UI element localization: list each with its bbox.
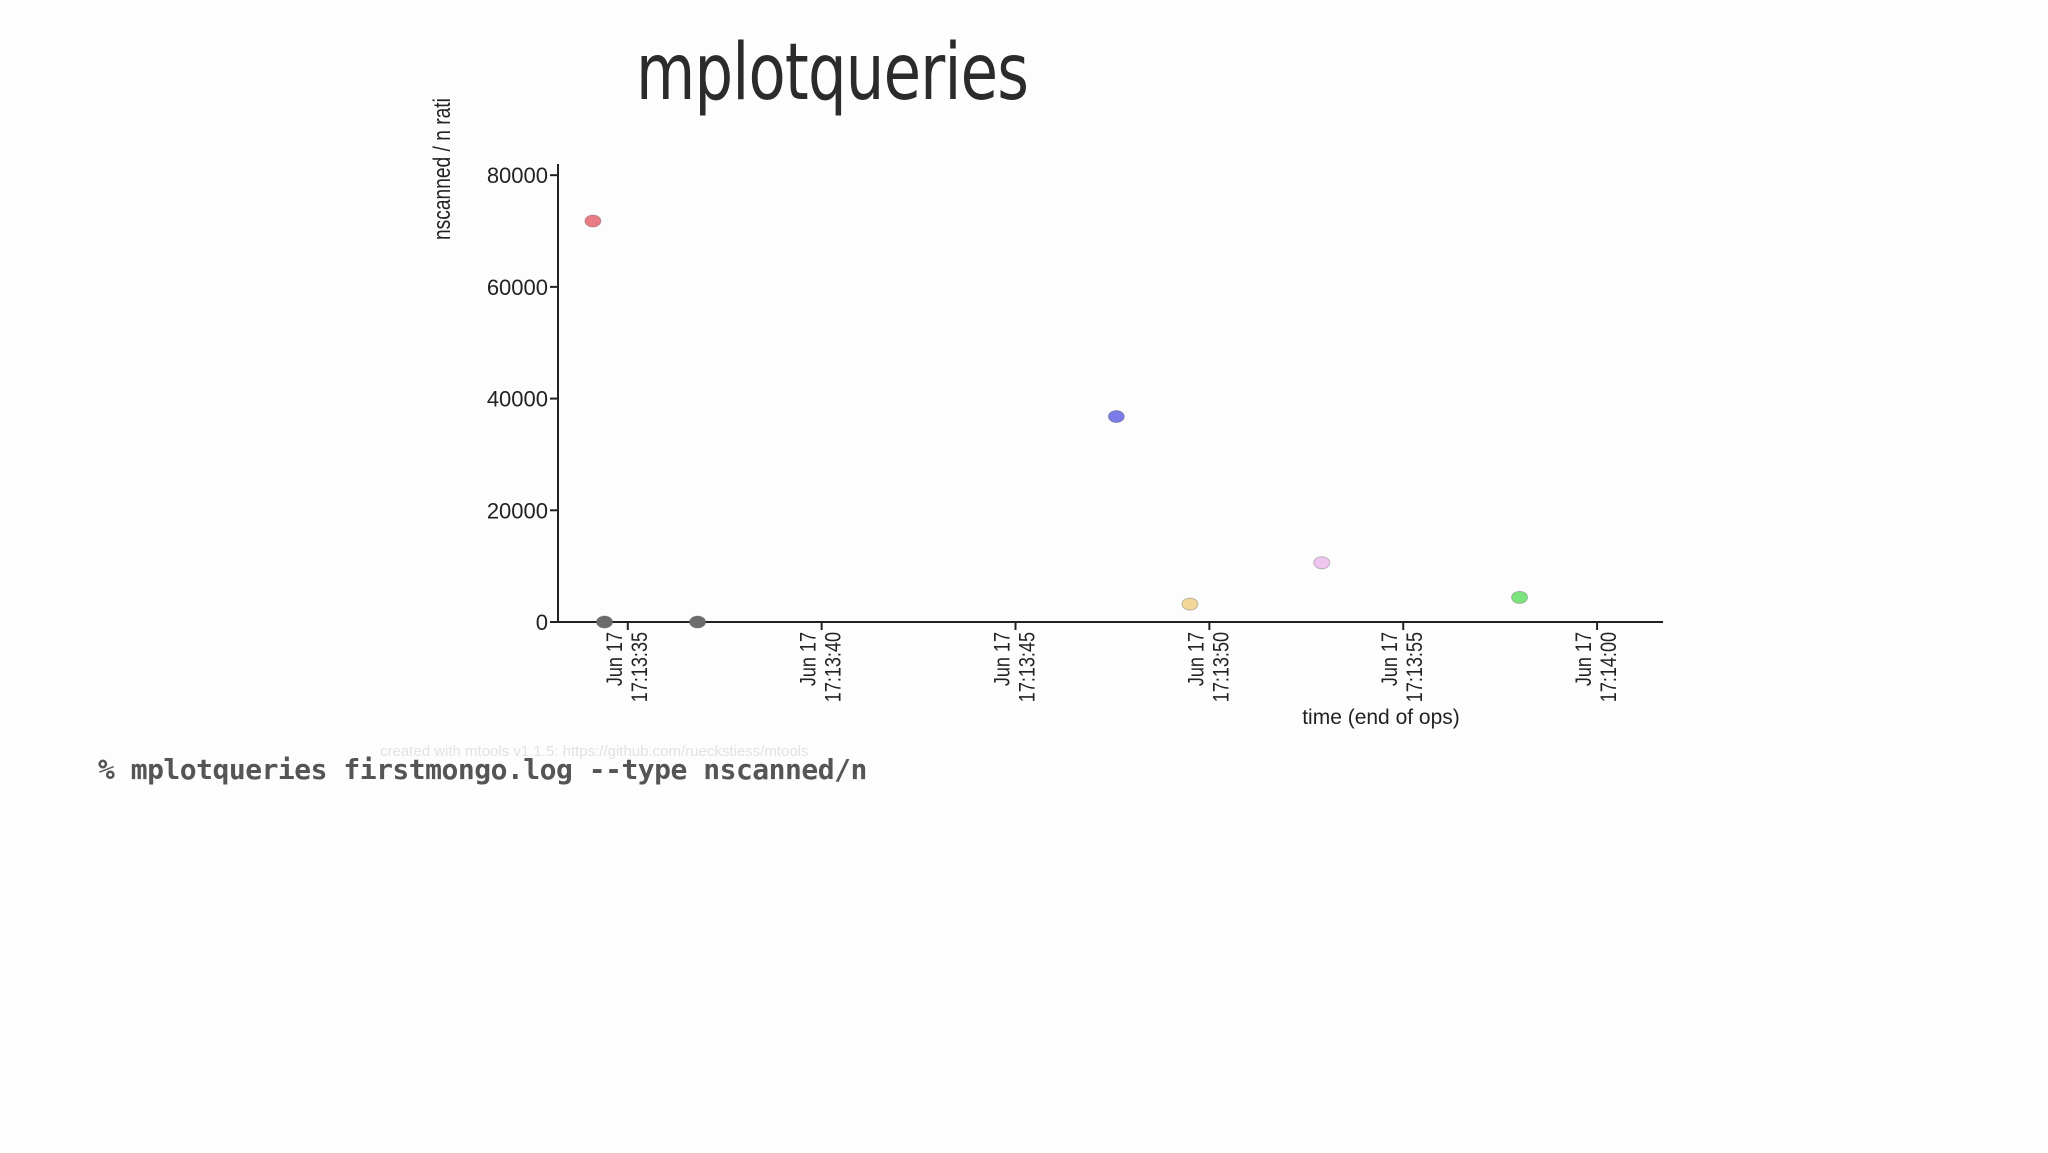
data-point — [596, 615, 614, 629]
data-point — [1107, 409, 1125, 423]
x-tick-label-date: Jun 17 — [603, 632, 627, 686]
x-tick-label-time: 17:13:55 — [1404, 632, 1428, 702]
data-point — [1313, 556, 1331, 570]
x-tick-label: Jun 17 17:13:50 — [1185, 632, 1234, 702]
data-point — [689, 615, 707, 629]
x-axis-label: time (end of ops) — [1302, 706, 1460, 729]
y-tick-label: 60000 — [487, 275, 548, 300]
command-line: % mplotqueries firstmongo.log --type nsc… — [98, 753, 867, 786]
data-point — [584, 214, 602, 228]
scatter-chart: nscanned / n rati time (end of ops) 0 200… — [428, 98, 1663, 729]
chart-points — [584, 214, 1529, 629]
data-point — [1181, 597, 1199, 611]
x-tick-label: Jun 17 17:13:45 — [991, 632, 1040, 702]
x-tick-label-time: 17:13:35 — [628, 632, 652, 702]
watermark-text: created with mtools v1.1.5: https://gith… — [380, 743, 809, 760]
chart-axes: nscanned / n rati time (end of ops) — [428, 98, 1663, 729]
x-tick-label-time: 17:13:45 — [1016, 632, 1040, 702]
x-tick-label: Jun 17 17:13:35 — [603, 632, 652, 702]
x-tick-label: Jun 17 17:13:40 — [797, 632, 846, 702]
y-tick-label: 40000 — [487, 387, 548, 412]
y-axis-label: nscanned / n rati — [428, 98, 456, 240]
y-tick-label: 80000 — [487, 163, 548, 188]
slide-title: mplotqueries — [636, 28, 1029, 118]
x-tick-label: Jun 17 17:14:00 — [1572, 632, 1621, 702]
y-tick-label: 0 — [536, 610, 548, 635]
data-point — [1511, 590, 1529, 604]
x-tick-label-time: 17:13:40 — [822, 632, 846, 702]
y-tick-label: 20000 — [487, 498, 548, 523]
x-tick-label-date: Jun 17 — [1572, 632, 1596, 686]
x-tick-label-date: Jun 17 — [797, 632, 821, 686]
x-tick-label-time: 17:14:00 — [1597, 632, 1621, 702]
x-tick-label-date: Jun 17 — [1379, 632, 1403, 686]
x-tick-label-date: Jun 17 — [991, 632, 1015, 686]
x-tick-label-time: 17:13:50 — [1210, 632, 1234, 702]
x-tick-label-date: Jun 17 — [1185, 632, 1209, 686]
x-tick-label: Jun 17 17:13:55 — [1379, 632, 1428, 702]
